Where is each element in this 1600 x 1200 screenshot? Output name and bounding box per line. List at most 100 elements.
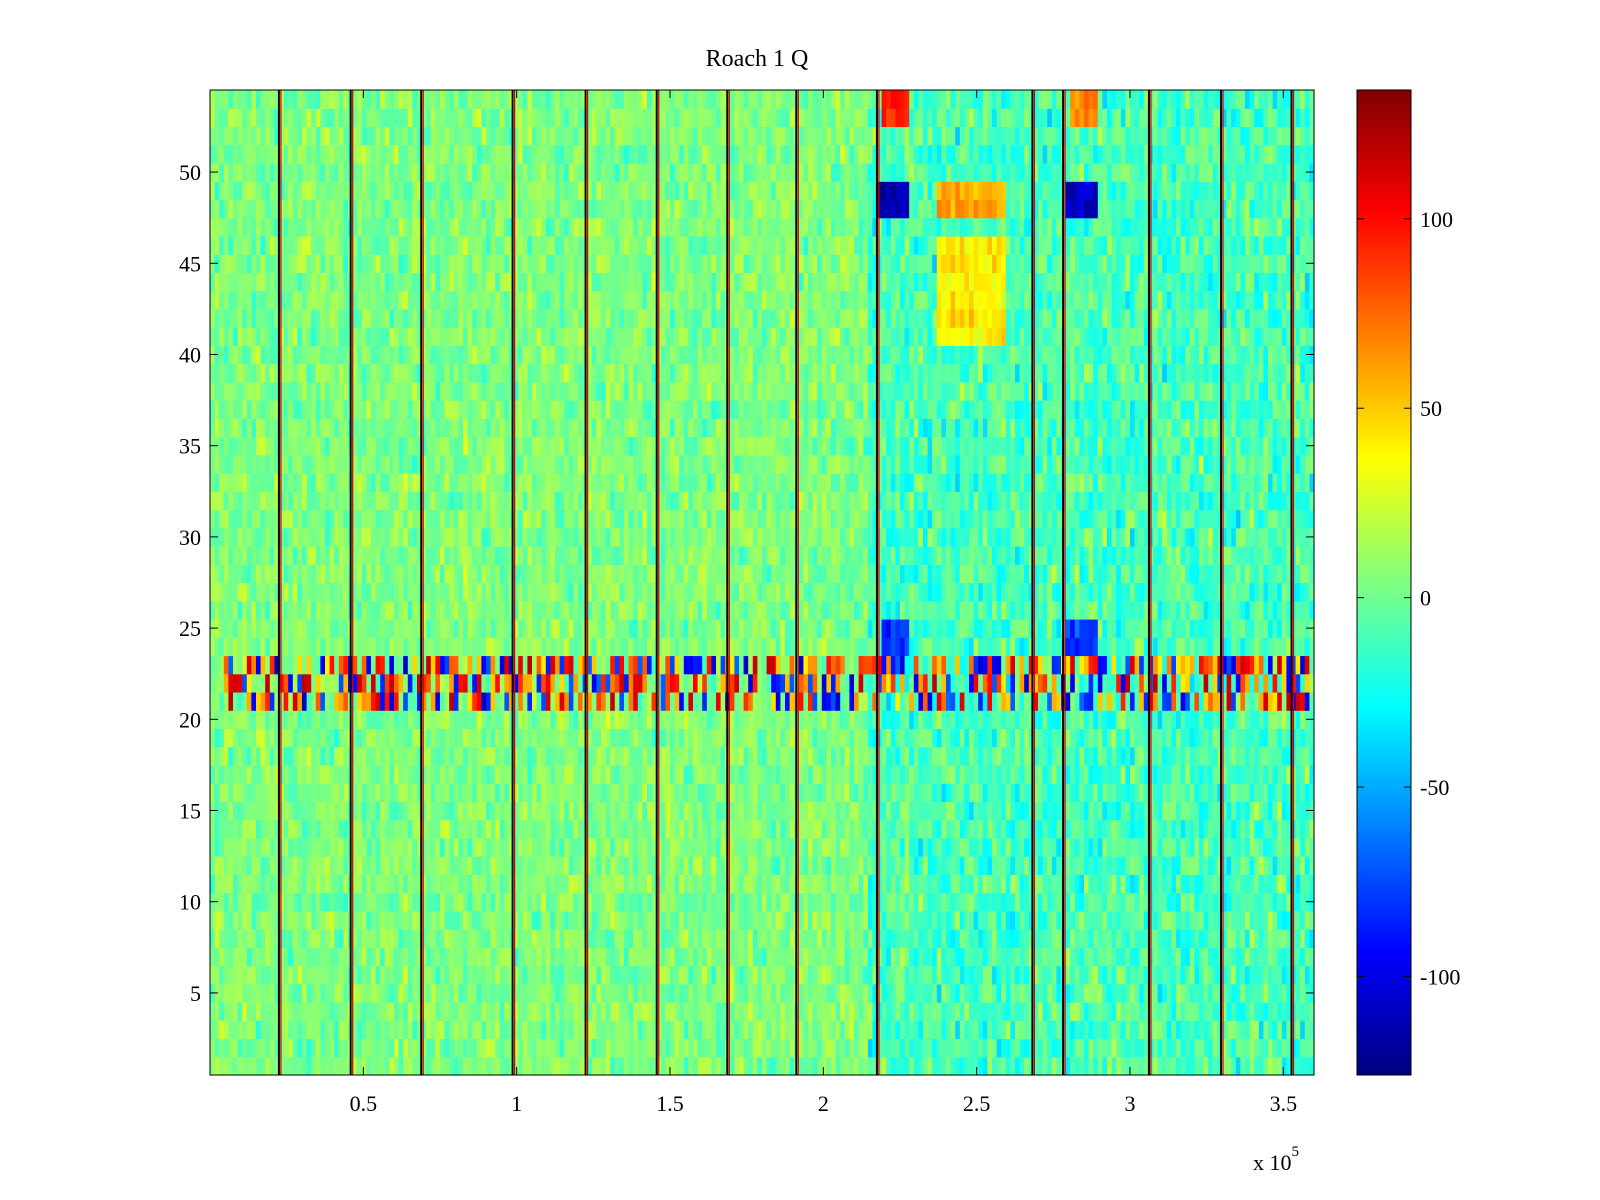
heatmap-cell [1143, 1002, 1149, 1021]
heatmap-cell [481, 965, 487, 985]
heatmap-cell [895, 965, 901, 985]
heatmap-cell [426, 947, 432, 967]
heatmap-cell [978, 892, 984, 912]
heatmap-cell [1226, 874, 1232, 894]
heatmap-cell [982, 965, 988, 985]
heatmap-cell [389, 710, 395, 730]
heatmap-cell [982, 710, 988, 730]
heatmap-cell [223, 710, 229, 730]
heatmap-cell [210, 728, 216, 748]
heatmap-cell [288, 764, 294, 784]
heatmap-cell [936, 874, 942, 894]
heatmap-cell [605, 819, 611, 839]
heatmap-cell [909, 1002, 915, 1021]
heatmap-cell [1088, 856, 1094, 875]
heatmap-cell [605, 947, 611, 967]
heatmap-cell [780, 856, 786, 875]
heatmap-cell [1116, 856, 1122, 875]
heatmap-cell [1171, 1002, 1177, 1021]
heatmap-cell [798, 819, 804, 839]
heatmap-cell [605, 929, 611, 948]
heatmap-cell [1171, 801, 1177, 821]
heatmap-cell [297, 1002, 303, 1021]
heatmap-cell [720, 929, 726, 948]
heatmap-cell [1189, 783, 1195, 802]
heatmap-cell [831, 1038, 837, 1058]
heatmap-cell [366, 929, 372, 948]
heatmap-cell [302, 983, 308, 1003]
heatmap-cell [357, 764, 363, 784]
heatmap-cell [808, 746, 814, 766]
heatmap-cell [343, 1002, 349, 1021]
heatmap-cell [734, 783, 740, 802]
heatmap-cell [674, 728, 680, 748]
heatmap-cell [697, 929, 703, 948]
heatmap-cell [361, 819, 367, 839]
heatmap-cell [518, 728, 524, 748]
heatmap-cell [1277, 947, 1283, 967]
heatmap-cell [1134, 728, 1140, 748]
heatmap-cell [647, 728, 653, 748]
heatmap-cell [693, 874, 699, 894]
heatmap-cell [1093, 819, 1099, 839]
heatmap-cell [642, 764, 648, 784]
heatmap-cell [476, 947, 482, 967]
heatmap-cell [237, 910, 243, 930]
heatmap-cell [522, 1020, 528, 1040]
heatmap-cell [251, 691, 257, 711]
heatmap-cell [831, 819, 837, 839]
heatmap-cell [1295, 710, 1301, 730]
heatmap-cell [1254, 819, 1260, 839]
heatmap-cell [426, 710, 432, 730]
heatmap-cell [739, 1038, 745, 1058]
heatmap-cell [536, 728, 542, 748]
heatmap-cell [624, 746, 630, 766]
heatmap-cell [711, 910, 717, 930]
heatmap-cell [407, 1002, 413, 1021]
heatmap-cell [1171, 728, 1177, 748]
heatmap-cell [210, 1020, 216, 1040]
heatmap-cell [936, 691, 942, 711]
heatmap-cell [716, 728, 722, 748]
heatmap-cell [1258, 1038, 1264, 1058]
heatmap-cell [1010, 746, 1016, 766]
heatmap-cell [1015, 746, 1021, 766]
heatmap-cell [518, 874, 524, 894]
heatmap-cell [1212, 710, 1218, 730]
heatmap-cell [463, 910, 469, 930]
heatmap-cell [306, 746, 312, 766]
heatmap-cell [932, 892, 938, 912]
heatmap-cell [361, 1038, 367, 1058]
heatmap-cell [762, 929, 768, 948]
heatmap-cell [361, 892, 367, 912]
heatmap-cell [702, 1038, 708, 1058]
heatmap-cell [619, 1038, 625, 1058]
heatmap-cell [992, 874, 998, 894]
heatmap-cell [812, 983, 818, 1003]
heatmap-cell [757, 1056, 763, 1076]
heatmap-cell [1111, 1056, 1117, 1076]
heatmap-cell [495, 910, 501, 930]
heatmap-cell [237, 892, 243, 912]
heatmap-cell [338, 1038, 344, 1058]
heatmap-cell [973, 929, 979, 948]
heatmap-cell [219, 710, 225, 730]
heatmap-cell [1162, 1056, 1168, 1076]
heatmap-cell [1143, 710, 1149, 730]
heatmap-cell [835, 1020, 841, 1040]
heatmap-cell [371, 1038, 377, 1058]
heatmap-cell [467, 965, 473, 985]
heatmap-cell [1249, 728, 1255, 748]
heatmap-cell [1088, 764, 1094, 784]
heatmap-cell [1074, 837, 1080, 857]
heatmap-cell [1116, 783, 1122, 802]
heatmap-cell [1134, 1056, 1140, 1076]
heatmap-cell [297, 1056, 303, 1076]
heatmap-cell [729, 746, 735, 766]
heatmap-cell [1088, 1038, 1094, 1058]
heatmap-cell [900, 947, 906, 967]
heatmap-cell [1139, 929, 1145, 948]
heatmap-cell [739, 1020, 745, 1040]
heatmap-cell [357, 710, 363, 730]
heatmap-cell [1309, 746, 1315, 766]
